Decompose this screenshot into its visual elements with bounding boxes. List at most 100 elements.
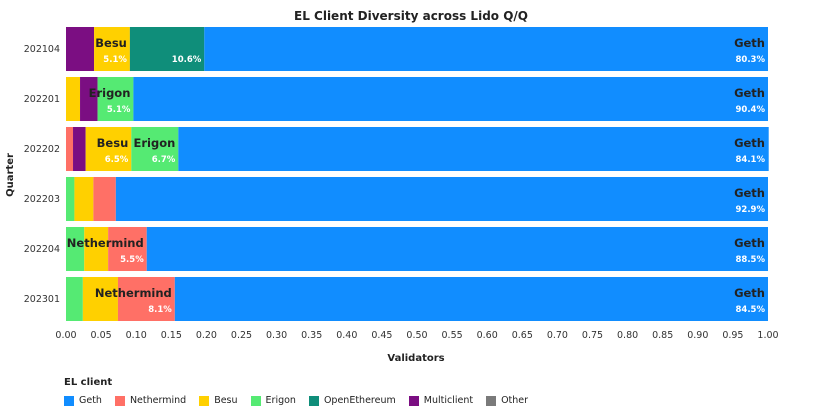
segment-value-label: 84.5% (736, 305, 766, 315)
bar-segment-besu (74, 177, 94, 221)
x-tick-label: 0.40 (336, 330, 357, 341)
bar-segment-nethermind (66, 127, 74, 171)
segment-name-label: Geth (734, 286, 765, 300)
bar-segment-besu (82, 277, 118, 321)
segment-name-label: Geth (734, 86, 765, 100)
x-tick-label: 1.00 (757, 330, 778, 341)
bar-segment-erigon (97, 77, 134, 121)
legend-swatch (64, 395, 74, 406)
segment-name-label: Geth (734, 186, 765, 200)
legend-item-openethereum[interactable]: OpenEthereum (308, 395, 396, 406)
segment-value-label: 5.1% (103, 55, 127, 65)
y-axis-ticks: 202104 202201 202202 202203 202204 202301 (24, 44, 60, 305)
x-tick-label: 0.25 (231, 330, 252, 341)
legend-swatch (199, 395, 210, 406)
bars-group: Besu 5.1% 10.6% Geth 80.3% Erigon 5.1% Geth 90.4… (66, 27, 769, 321)
segment-value-label: 6.7% (152, 155, 176, 165)
segment-name-label: Erigon (89, 86, 131, 100)
y-tick-label: 202203 (24, 194, 60, 205)
x-tick-label: 0.80 (617, 330, 638, 341)
bar-segment-multiclient (80, 77, 98, 121)
bar-segment-geth (204, 27, 769, 71)
segment-value-label: 5.5% (120, 255, 144, 265)
x-tick-label: 0.85 (652, 330, 673, 341)
bar-segment-geth (174, 277, 768, 321)
bar-segment-erigon (66, 277, 83, 321)
x-tick-label: 0.00 (55, 330, 76, 341)
segment-name-label: Nethermind (67, 236, 144, 250)
x-tick-label: 0.65 (512, 330, 533, 341)
bar-segment-erigon (66, 227, 85, 271)
segment-value-label: 88.5% (736, 255, 766, 265)
legend-swatch (114, 395, 125, 406)
segment-value-label: 84.1% (736, 155, 766, 165)
stacked-bar-chart: EL Client Diversity across Lido Q/Q Besu… (5, 9, 779, 364)
legend-label: Geth (79, 395, 102, 406)
x-tick-label: 0.60 (477, 330, 498, 341)
y-tick-label: 202201 (24, 94, 60, 105)
x-tick-label: 0.35 (301, 330, 322, 341)
segment-name-label: Besu (95, 36, 127, 50)
segment-name-label: Geth (734, 236, 765, 250)
bar-segment-erigon (131, 127, 179, 171)
segment-name-label: Erigon (134, 136, 176, 150)
segment-name-label: Geth (734, 36, 765, 50)
bar-segment-geth (133, 77, 768, 121)
legend-label: Nethermind (129, 395, 187, 406)
y-tick-label: 202104 (24, 44, 60, 55)
x-tick-label: 0.95 (722, 330, 743, 341)
chart-title: EL Client Diversity across Lido Q/Q (294, 9, 528, 23)
x-tick-label: 0.15 (161, 330, 182, 341)
x-tick-label: 0.10 (126, 330, 147, 341)
legend-item-geth[interactable]: Geth (64, 395, 102, 406)
bar-segment-besu (85, 127, 132, 171)
bar-segment-geth (178, 127, 769, 171)
bar-segment-besu (94, 27, 130, 71)
legend: Geth Nethermind Besu Erigon OpenEthereum Mult… (64, 395, 528, 406)
bar-segment-geth (146, 227, 769, 271)
y-axis-label: Quarter (5, 153, 16, 197)
x-tick-label: 0.30 (266, 330, 287, 341)
legend-label: OpenEthereum (323, 395, 396, 406)
legend-swatch (308, 395, 319, 406)
legend-label: Multiclient (423, 395, 474, 406)
x-tick-label: 0.75 (582, 330, 603, 341)
bar-segment-nethermind (93, 177, 116, 221)
bar-segment-multiclient (73, 127, 86, 171)
segment-value-label: 5.1% (107, 105, 131, 115)
x-axis-ticks: 0.00 0.05 0.10 0.15 0.20 0.25 0.30 0.35 0.40 0.45… (55, 330, 778, 341)
segment-name-label: Besu (97, 136, 129, 150)
x-tick-label: 0.45 (371, 330, 392, 341)
legend-item-nethermind[interactable]: Nethermind (114, 395, 187, 406)
x-tick-label: 0.20 (196, 330, 217, 341)
bar-segment-multiclient (66, 27, 95, 71)
y-tick-label: 202204 (24, 244, 60, 255)
bar-segment-besu (84, 227, 109, 271)
segment-name-label: Geth (734, 136, 765, 150)
x-tick-label: 0.70 (547, 330, 568, 341)
legend-label: Erigon (265, 395, 296, 406)
x-tick-label: 0.55 (442, 330, 463, 341)
segment-value-label: 10.6% (172, 55, 202, 65)
segment-value-label: 6.5% (105, 155, 129, 165)
segment-value-label: 8.1% (148, 305, 172, 315)
bar-segment-erigon (66, 177, 75, 221)
legend-item-erigon[interactable]: Erigon (250, 395, 296, 406)
legend-item-multiclient[interactable]: Multiclient (408, 395, 474, 406)
legend-title: EL client (64, 377, 113, 388)
bar-segment-openethereum (129, 27, 205, 71)
bar-segment-besu (66, 77, 81, 121)
legend-item-other[interactable]: Other (486, 395, 528, 406)
segment-value-label: 80.3% (736, 55, 766, 65)
x-axis-label: Validators (387, 353, 444, 364)
legend-swatch (486, 395, 497, 406)
bar-segment-nethermind (108, 227, 147, 271)
x-tick-label: 0.90 (687, 330, 708, 341)
bar-segment-nethermind (117, 277, 175, 321)
legend-swatch (408, 395, 419, 406)
legend-label: Other (501, 395, 529, 406)
segment-name-label: Nethermind (95, 286, 172, 300)
x-tick-label: 0.50 (406, 330, 427, 341)
segment-value-label: 92.9% (736, 205, 766, 215)
legend-item-besu[interactable]: Besu (199, 395, 238, 406)
